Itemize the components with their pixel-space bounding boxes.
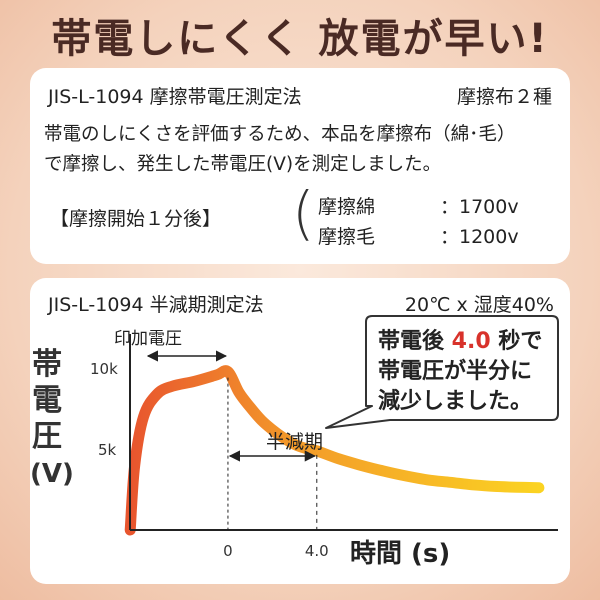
result-material-cotton: 摩擦綿 (318, 196, 376, 218)
y-axis-label-char-3: 圧 (32, 419, 62, 454)
test-conditions: 20℃ x 湿度40% (404, 294, 554, 316)
annotation-half-life: 半減期 (266, 431, 323, 453)
half-life-method: JIS-L-1094 半減期測定法 (48, 294, 264, 316)
friction-method: JIS-L-1094 摩擦帯電圧測定法 (48, 86, 302, 108)
result-value-wool: ：1200v (440, 226, 519, 248)
bubble-line2: 帯電圧が半分に (378, 358, 532, 384)
half-life-card: JIS-L-1094 半減期測定法 20℃ x 湿度40% 帯 電 圧 (V) … (30, 278, 570, 584)
friction-description-line2: で摩擦し、発生した帯電圧(V)を測定しました。 (44, 154, 442, 175)
headline: 帯電しにくく 放電が早い! (51, 16, 549, 62)
x-tick-0: 0 (223, 542, 233, 560)
bubble-line1: 帯電後 4.0 秒で (378, 328, 542, 354)
y-axis-label-char-1: 帯 (32, 347, 62, 382)
half-life-chart: 帯 電 圧 (V) 10k 5k 0 4.0 印加電圧 半減期 時間 (s) 帯… (30, 315, 559, 569)
curve-layer (124, 365, 545, 536)
friction-cloth: 摩擦布２種 (456, 86, 552, 108)
y-axis-label-char-2: 電 (32, 383, 62, 418)
y-tick-10k: 10k (90, 360, 118, 378)
x-tick-4: 4.0 (305, 542, 329, 560)
speech-bubble (325, 315, 559, 429)
bubble-line3: 減少しました。 (378, 389, 532, 414)
y-axis-label-unit: (V) (30, 459, 74, 489)
annotation-applied-voltage: 印加電圧 (114, 329, 182, 349)
result-material-wool: 摩擦毛 (318, 226, 376, 248)
friction-test-card: JIS-L-1094 摩擦帯電圧測定法 摩擦布２種 帯電のしにくさを評価するため… (30, 68, 570, 264)
x-axis-label: 時間 (s) (350, 539, 450, 569)
friction-description-line1: 帯電のしにくさを評価するため、本品を摩擦布（綿･毛） (44, 124, 516, 145)
result-value-cotton: ：1700v (440, 196, 519, 218)
y-tick-5k: 5k (98, 441, 117, 459)
results-bracket: ( (292, 179, 315, 247)
voltage-curve (124, 365, 545, 536)
friction-timing-label: 【摩擦開始１分後】 (50, 208, 222, 230)
